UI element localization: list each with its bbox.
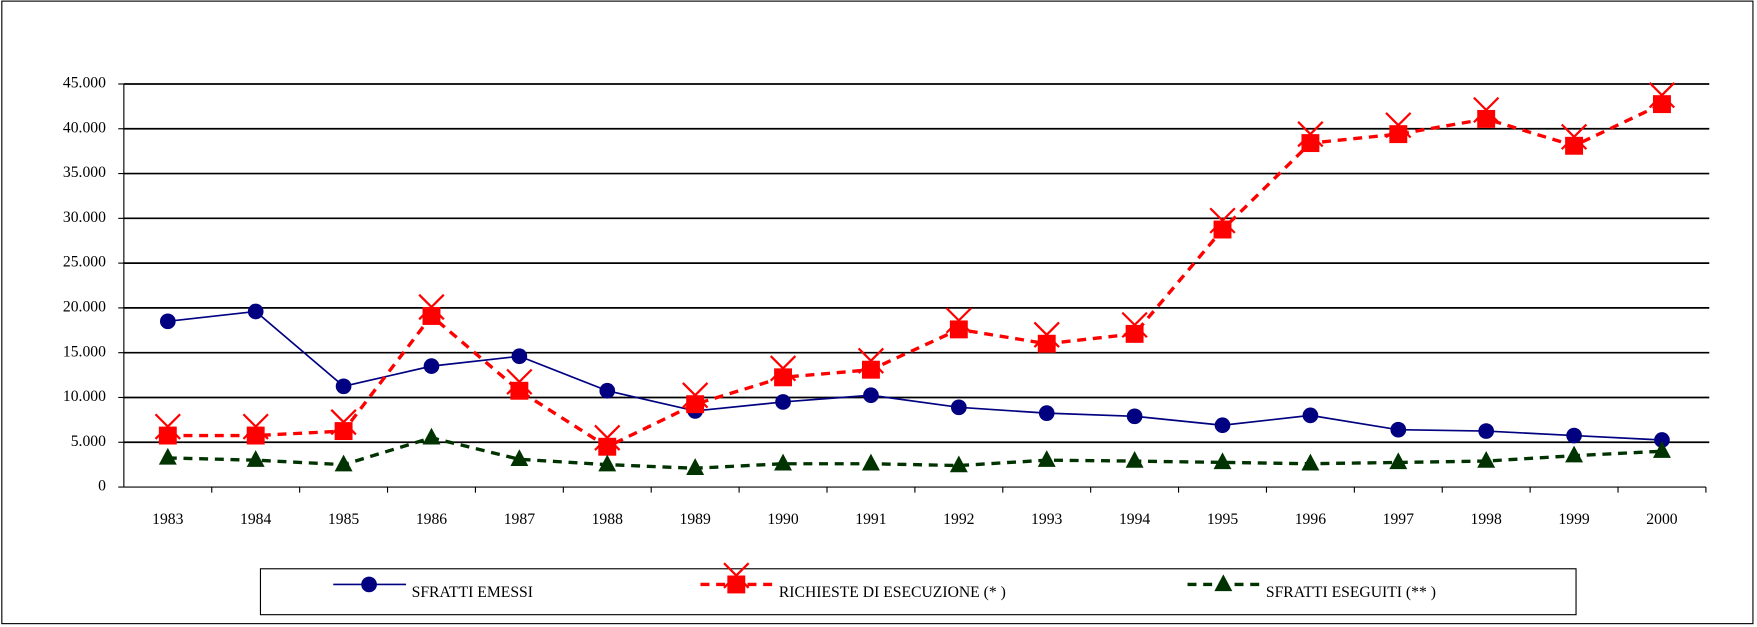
point bbox=[945, 307, 972, 339]
point bbox=[950, 399, 967, 416]
legend-box bbox=[259, 568, 1577, 616]
x-tick-label: 1988 bbox=[592, 511, 623, 528]
point bbox=[1566, 427, 1582, 444]
point bbox=[1302, 407, 1319, 424]
y-tick-label: 20.000 bbox=[63, 298, 106, 315]
point bbox=[1389, 452, 1408, 470]
y-tick-label: 30.000 bbox=[63, 209, 106, 226]
point bbox=[242, 413, 269, 445]
point bbox=[1477, 450, 1496, 468]
x-tick-label: 1995 bbox=[1207, 511, 1238, 528]
point bbox=[1301, 453, 1320, 471]
y-tick-label: 35.000 bbox=[63, 164, 106, 181]
series-line bbox=[167, 102, 1663, 449]
point bbox=[863, 387, 879, 404]
point bbox=[1126, 408, 1143, 425]
x-tick-label: 1991 bbox=[855, 511, 886, 528]
x-tick-label: 1983 bbox=[152, 511, 183, 528]
point bbox=[423, 358, 440, 374]
point bbox=[598, 454, 617, 472]
point bbox=[774, 453, 793, 471]
x-tick-label: 1996 bbox=[1295, 511, 1326, 528]
y-tick-label: 0 bbox=[98, 478, 106, 495]
point bbox=[158, 447, 177, 465]
point bbox=[154, 413, 181, 445]
point bbox=[1654, 432, 1670, 448]
point bbox=[246, 450, 265, 467]
point bbox=[775, 394, 791, 410]
point bbox=[334, 454, 353, 472]
x-tick-label: 1986 bbox=[416, 511, 447, 528]
x-tick-label: 1990 bbox=[767, 511, 798, 528]
legend-label: SFRATTI EMESSI bbox=[412, 584, 533, 601]
x-tick-label: 1997 bbox=[1383, 511, 1414, 528]
y-tick-label: 45.000 bbox=[63, 75, 106, 92]
point bbox=[599, 382, 616, 399]
point bbox=[335, 378, 352, 395]
point bbox=[723, 562, 750, 594]
x-tick-label: 1987 bbox=[504, 511, 535, 528]
point bbox=[1038, 405, 1055, 421]
point bbox=[1653, 441, 1671, 458]
point bbox=[361, 576, 377, 593]
point bbox=[159, 313, 176, 330]
x-tick-label: 1994 bbox=[1119, 511, 1150, 528]
legend-label: RICHIESTE DI ESECUZIONE (* ) bbox=[779, 584, 1006, 601]
y-tick-label: 40.000 bbox=[63, 119, 106, 136]
series-line bbox=[167, 436, 1663, 470]
point bbox=[1214, 574, 1233, 592]
point bbox=[1213, 452, 1232, 470]
point bbox=[857, 347, 885, 379]
legend-label: SFRATTI ESEGUITI (** ) bbox=[1266, 584, 1436, 601]
y-tick-label: 10.000 bbox=[63, 388, 106, 405]
point bbox=[1125, 450, 1144, 468]
point bbox=[422, 427, 441, 445]
y-tick-label: 5.000 bbox=[71, 433, 106, 450]
point bbox=[1478, 423, 1495, 439]
y-tick-label: 15.000 bbox=[63, 343, 106, 360]
point bbox=[1560, 123, 1588, 155]
series-line bbox=[167, 310, 1663, 441]
y-tick-label: 25.000 bbox=[63, 254, 106, 271]
point bbox=[247, 303, 264, 320]
point bbox=[1385, 112, 1412, 144]
x-tick-label: 1993 bbox=[1031, 511, 1062, 528]
point bbox=[1297, 121, 1324, 153]
point bbox=[769, 355, 797, 387]
x-tick-label: 2000 bbox=[1646, 511, 1677, 528]
point bbox=[1214, 417, 1231, 434]
point bbox=[1390, 421, 1407, 438]
x-tick-label: 1998 bbox=[1471, 511, 1502, 528]
x-tick-label: 1992 bbox=[943, 511, 974, 528]
point bbox=[1648, 82, 1676, 114]
x-tick-label: 1989 bbox=[680, 511, 711, 528]
point bbox=[1565, 445, 1584, 463]
point bbox=[949, 455, 968, 473]
point bbox=[686, 458, 705, 475]
point bbox=[1033, 321, 1060, 353]
point bbox=[682, 382, 709, 414]
point bbox=[1209, 207, 1236, 239]
point bbox=[1121, 311, 1148, 343]
x-tick-label: 1985 bbox=[328, 511, 359, 528]
point bbox=[330, 408, 357, 441]
point bbox=[510, 449, 529, 466]
point bbox=[506, 368, 533, 400]
point bbox=[1037, 450, 1056, 467]
x-tick-label: 1984 bbox=[240, 511, 271, 528]
x-tick-label: 1999 bbox=[1558, 511, 1589, 528]
point bbox=[1473, 96, 1500, 128]
point bbox=[861, 453, 880, 471]
point bbox=[418, 293, 445, 325]
point bbox=[511, 348, 528, 365]
point bbox=[594, 424, 621, 456]
